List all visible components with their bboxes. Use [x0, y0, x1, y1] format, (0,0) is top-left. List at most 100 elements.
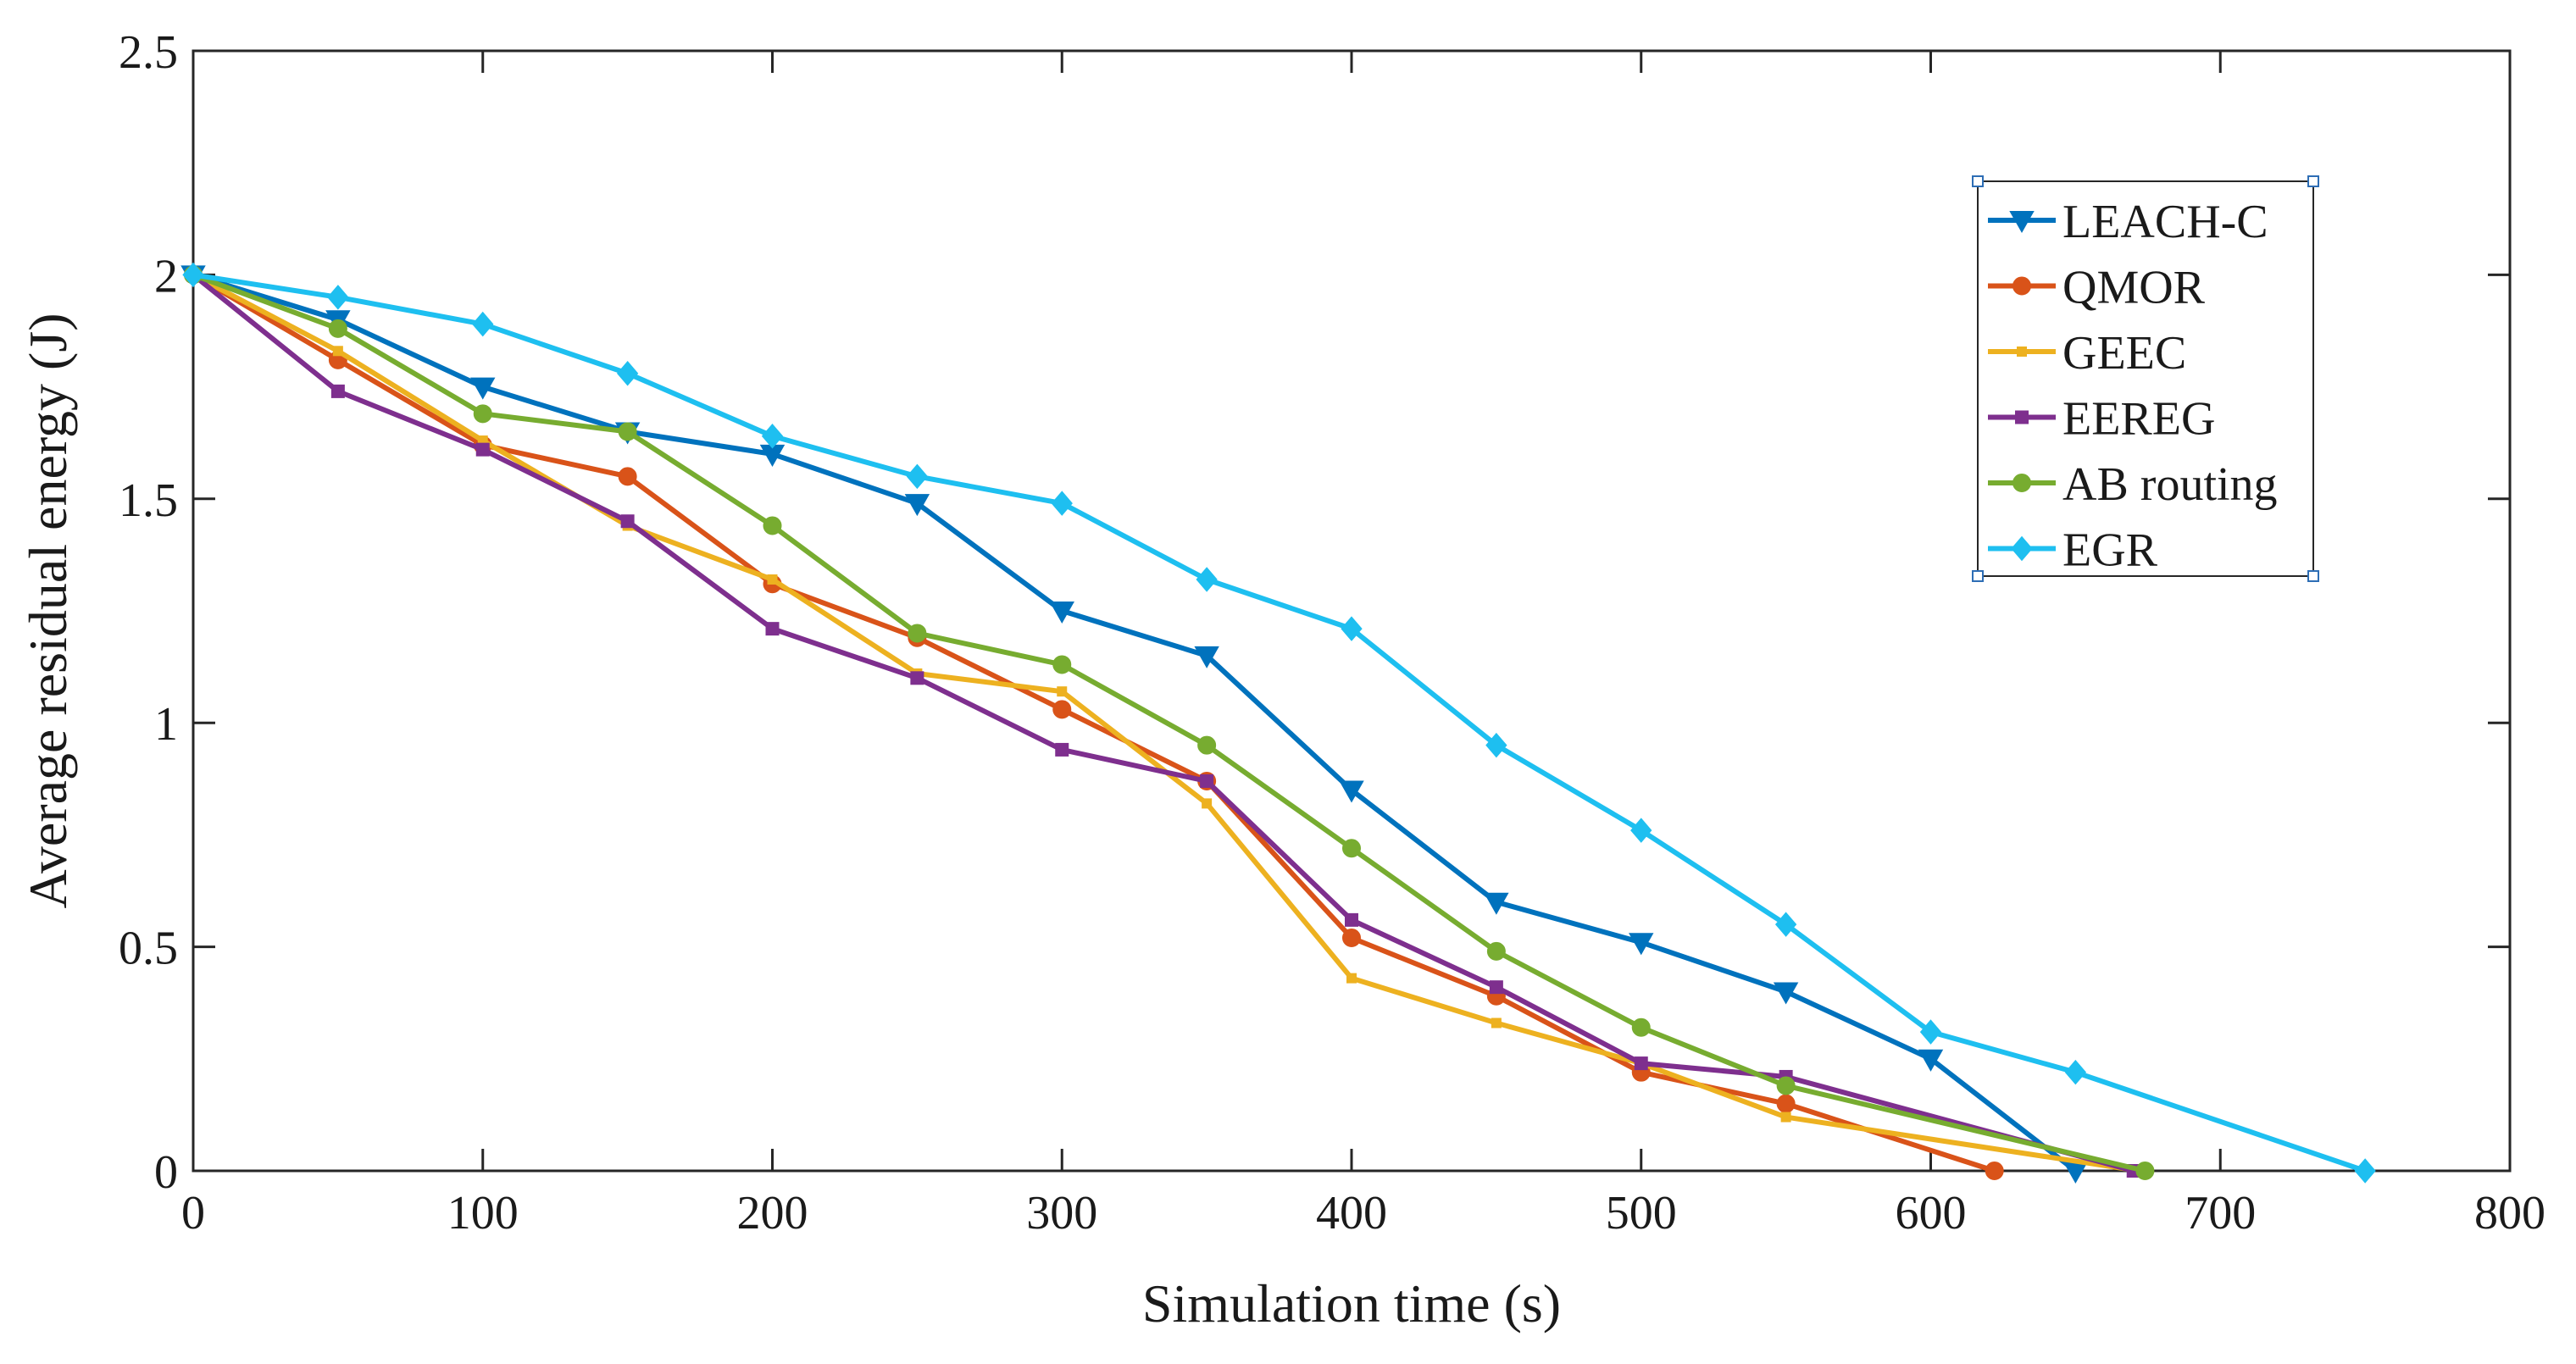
data-point-leach-c — [1049, 602, 1074, 624]
legend[interactable]: LEACH-C QMOR GEEC EEREG AB routing EGR — [1972, 175, 2319, 582]
data-point-leach-c — [1773, 982, 1799, 1005]
data-point-egr — [1774, 912, 1797, 937]
data-point-ab-routing — [2135, 1162, 2155, 1180]
data-point-ab-routing — [1052, 655, 1072, 674]
y-tick-label: 2 — [154, 250, 178, 302]
legend-label: EEREG — [2062, 393, 2215, 446]
legend-swatch-marker — [2012, 474, 2031, 492]
data-point-egr — [1630, 818, 1652, 843]
data-point-qmor — [1985, 1162, 2004, 1180]
data-point-egr — [1196, 567, 1218, 592]
series-leach-c — [180, 265, 2089, 1184]
data-point-egr — [906, 463, 929, 490]
y-tick-label: 2.5 — [119, 26, 178, 79]
data-point-geec — [1346, 973, 1357, 984]
legend-item-egr: EGR — [1988, 524, 2158, 577]
data-point-egr — [327, 285, 349, 310]
x-axis-title: Simulation time (s) — [1142, 1273, 1561, 1334]
data-point-ab-routing — [1197, 735, 1217, 755]
data-point-ab-routing — [1631, 1017, 1651, 1037]
x-tick-label: 400 — [1316, 1187, 1387, 1239]
data-point-leach-c — [1339, 780, 1364, 803]
series-eereg — [186, 268, 2140, 1178]
data-point-eereg — [1345, 912, 1358, 927]
data-point-ab-routing — [763, 516, 782, 535]
data-point-egr — [1919, 1019, 1942, 1045]
legend-swatch-marker — [2017, 347, 2027, 357]
legend-swatch-marker — [2012, 276, 2031, 296]
legend-swatch-marker — [2015, 410, 2029, 424]
data-point-eereg — [1489, 980, 1503, 995]
legend-item-leach-c: LEACH-C — [1988, 196, 2268, 248]
y-tick-label: 0 — [154, 1146, 178, 1199]
data-point-egr — [761, 423, 784, 449]
x-tick-label: 800 — [2474, 1187, 2545, 1239]
legend-swatch-marker — [2011, 535, 2033, 562]
data-point-leach-c — [1918, 1049, 1944, 1072]
data-point-qmor — [618, 467, 637, 486]
data-point-leach-c — [904, 494, 930, 517]
legend-item-qmor: QMOR — [1988, 262, 2206, 314]
series-group — [180, 262, 2376, 1184]
x-tick-label: 100 — [447, 1187, 519, 1239]
data-point-leach-c — [470, 377, 496, 400]
y-tick-label: 1 — [154, 698, 178, 751]
data-point-ab-routing — [1342, 839, 1361, 858]
legend-resize-handle[interactable] — [1972, 570, 1984, 582]
data-point-eereg — [330, 384, 345, 398]
legend-label: EGR — [2062, 524, 2158, 577]
x-tick-label: 500 — [1606, 1187, 1677, 1239]
data-point-ab-routing — [473, 404, 492, 424]
legend-resize-handle[interactable] — [1972, 175, 1984, 187]
legend-resize-handle[interactable] — [2307, 570, 2319, 582]
y-axis-title: Average residual energy (J) — [18, 313, 78, 908]
series-egr — [182, 262, 2376, 1184]
x-tick-label: 300 — [1026, 1187, 1097, 1239]
data-point-leach-c — [1629, 933, 1654, 956]
data-point-egr — [1341, 616, 1363, 641]
x-tick-label: 600 — [1896, 1187, 1967, 1239]
data-point-ab-routing — [328, 319, 347, 338]
data-point-geec — [1780, 1112, 1791, 1123]
legend-swatch-marker — [2009, 211, 2035, 234]
data-point-egr — [1051, 491, 1073, 516]
legend-resize-handle[interactable] — [2307, 175, 2319, 187]
data-point-geec — [1491, 1017, 1502, 1029]
y-tick-label: 1.5 — [119, 474, 178, 527]
ticks-group: 0 100 200 300 400 500 600 700 800 0 0.5 1 1.5 2 2.5 — [119, 26, 2545, 1239]
data-point-geec — [767, 574, 778, 585]
data-point-geec — [1057, 686, 1068, 697]
data-point-eereg — [620, 514, 635, 529]
y-tick-label: 0.5 — [119, 923, 178, 975]
data-point-leach-c — [1484, 892, 1509, 915]
data-point-egr — [472, 311, 494, 337]
legend-item-ab-routing: AB routing — [1988, 458, 2278, 511]
data-point-egr — [2354, 1158, 2376, 1184]
data-point-eereg — [1200, 773, 1214, 788]
data-point-eereg — [765, 622, 780, 636]
data-point-leach-c — [1194, 646, 1219, 668]
series-line-leach-c — [191, 272, 2079, 1173]
data-point-ab-routing — [908, 624, 927, 643]
data-point-egr — [2064, 1059, 2087, 1085]
legend-box[interactable] — [1977, 180, 2314, 577]
legend-label: LEACH-C — [2062, 196, 2268, 248]
x-tick-label: 0 — [181, 1187, 205, 1239]
data-point-geec — [332, 346, 343, 357]
data-point-qmor — [1342, 929, 1361, 948]
data-point-qmor — [1052, 700, 1072, 719]
data-point-eereg — [1634, 1056, 1648, 1071]
legend-item-geec: GEEC — [1988, 327, 2186, 380]
x-tick-label: 200 — [737, 1187, 808, 1239]
legend-label: AB routing — [2062, 458, 2278, 511]
data-point-geec — [1202, 798, 1213, 809]
data-point-eereg — [910, 671, 924, 685]
data-point-egr — [182, 262, 204, 288]
data-point-ab-routing — [1486, 941, 1506, 961]
legend-label: GEEC — [2062, 327, 2186, 380]
data-point-qmor — [1776, 1094, 1796, 1113]
data-point-ab-routing — [1776, 1076, 1796, 1095]
legend-item-eereg: EEREG — [1988, 393, 2215, 446]
